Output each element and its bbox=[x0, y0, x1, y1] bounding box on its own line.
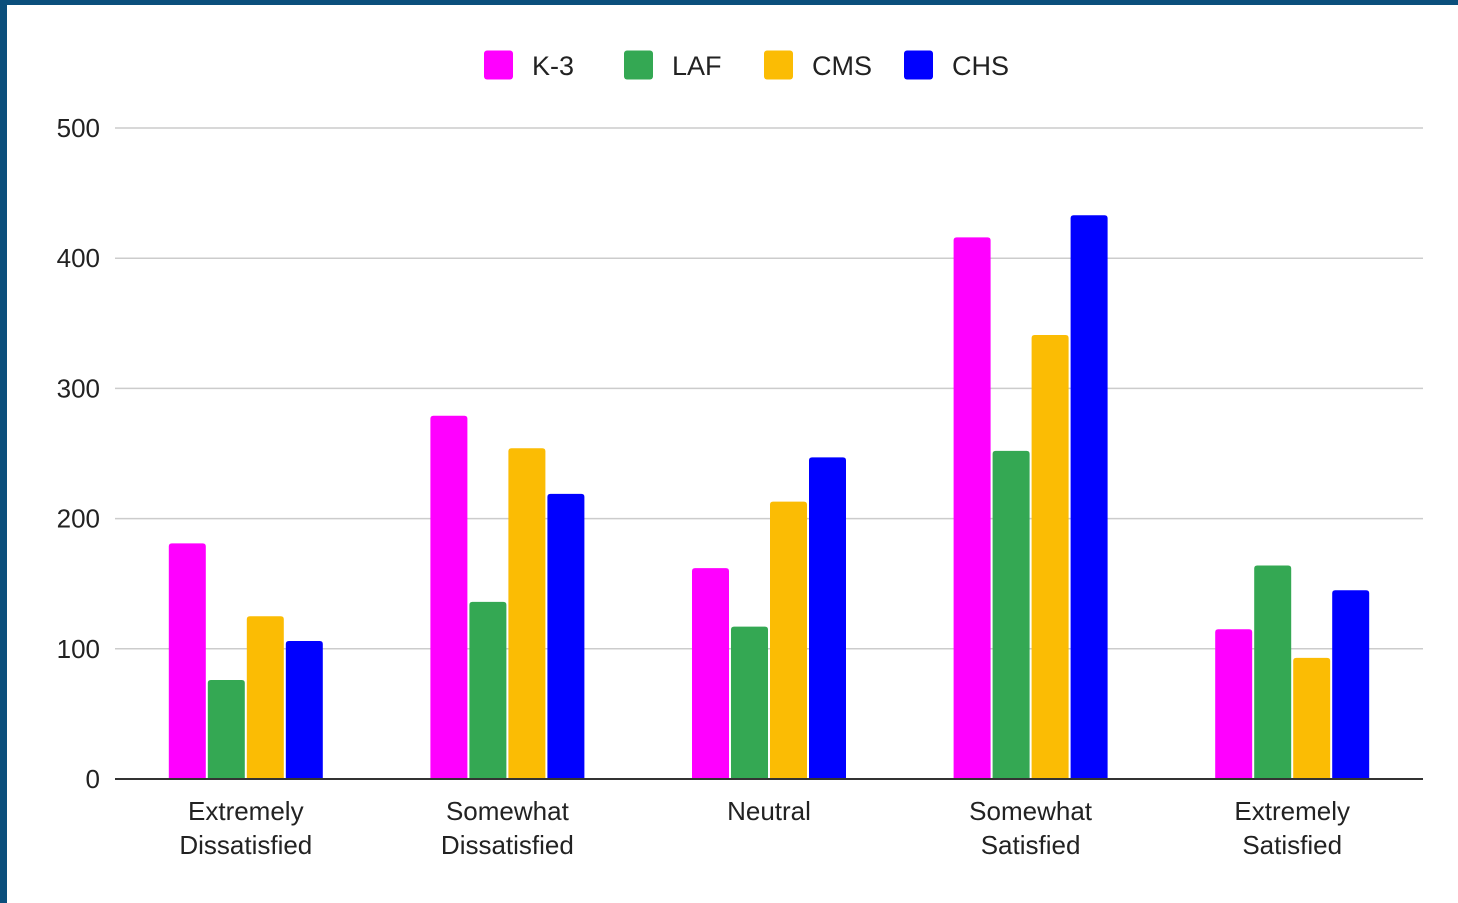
legend-label: LAF bbox=[672, 51, 722, 81]
bar-k-3 bbox=[168, 543, 206, 779]
bar-cms bbox=[1031, 335, 1069, 779]
bar-laf bbox=[207, 680, 245, 779]
gridlines bbox=[115, 127, 1423, 650]
bar-chs bbox=[285, 640, 323, 779]
legend-swatch bbox=[904, 50, 933, 80]
legend-label: CHS bbox=[952, 51, 1009, 81]
bar-group bbox=[430, 415, 585, 779]
bar-chs bbox=[547, 493, 585, 779]
x-category-label: Extremely Satisfied bbox=[1234, 796, 1350, 860]
bar-cms bbox=[508, 448, 546, 779]
y-tick-label: 500 bbox=[57, 113, 100, 143]
x-category-label: Extremely Dissatisfied bbox=[179, 796, 312, 860]
bar-k-3 bbox=[430, 415, 468, 779]
y-tick-label: 300 bbox=[57, 373, 100, 403]
bar-cms bbox=[246, 616, 284, 779]
bar-chs bbox=[1070, 215, 1108, 779]
bar-group bbox=[168, 543, 323, 779]
legend-item: CHS bbox=[904, 50, 1009, 81]
bar-chs bbox=[809, 457, 846, 779]
bar-laf bbox=[731, 626, 768, 779]
legend-label: K-3 bbox=[532, 51, 574, 81]
legend-item: K-3 bbox=[484, 50, 574, 81]
x-category-label: Somewhat Satisfied bbox=[969, 796, 1093, 860]
legend-label: CMS bbox=[812, 51, 872, 81]
bar-group bbox=[1215, 565, 1370, 779]
bar-cms bbox=[1293, 657, 1331, 779]
bar-k-3 bbox=[953, 237, 991, 780]
bar-k-3 bbox=[692, 568, 729, 779]
x-category-label: Neutral bbox=[727, 796, 811, 826]
y-axis-tick-labels: 0 100 200 300 400 500 bbox=[57, 113, 100, 794]
bar-k-3 bbox=[1215, 629, 1253, 779]
legend-item: LAF bbox=[624, 50, 722, 81]
chart-legend: K-3 LAF CMS CHS bbox=[484, 50, 1009, 81]
chart-canvas: K-3 LAF CMS CHS 0 100 200 300 400 500 Extremely D… bbox=[7, 5, 1458, 903]
legend-swatch bbox=[624, 50, 653, 80]
legend-item: CMS bbox=[764, 50, 872, 81]
legend-swatch bbox=[764, 50, 793, 80]
y-tick-label: 400 bbox=[57, 243, 100, 273]
bar-laf bbox=[469, 601, 507, 779]
bar-laf bbox=[1254, 565, 1292, 779]
bar-group bbox=[692, 457, 846, 779]
y-tick-label: 0 bbox=[86, 764, 100, 794]
y-tick-label: 100 bbox=[57, 634, 100, 664]
x-axis-category-labels: Extremely Dissatisfied Somewhat Dissatisfie… bbox=[179, 796, 1350, 860]
bar-cms bbox=[770, 501, 807, 779]
bar-group bbox=[953, 215, 1108, 780]
x-category-label: Somewhat Dissatisfied bbox=[441, 796, 574, 860]
legend-swatch bbox=[484, 50, 513, 80]
bar-groups bbox=[168, 215, 1370, 780]
bar-chs bbox=[1332, 590, 1370, 779]
bar-laf bbox=[992, 450, 1030, 779]
grouped-bar-chart: K-3 LAF CMS CHS 0 100 200 300 400 500 Extremely D… bbox=[57, 50, 1423, 860]
y-tick-label: 200 bbox=[57, 504, 100, 534]
